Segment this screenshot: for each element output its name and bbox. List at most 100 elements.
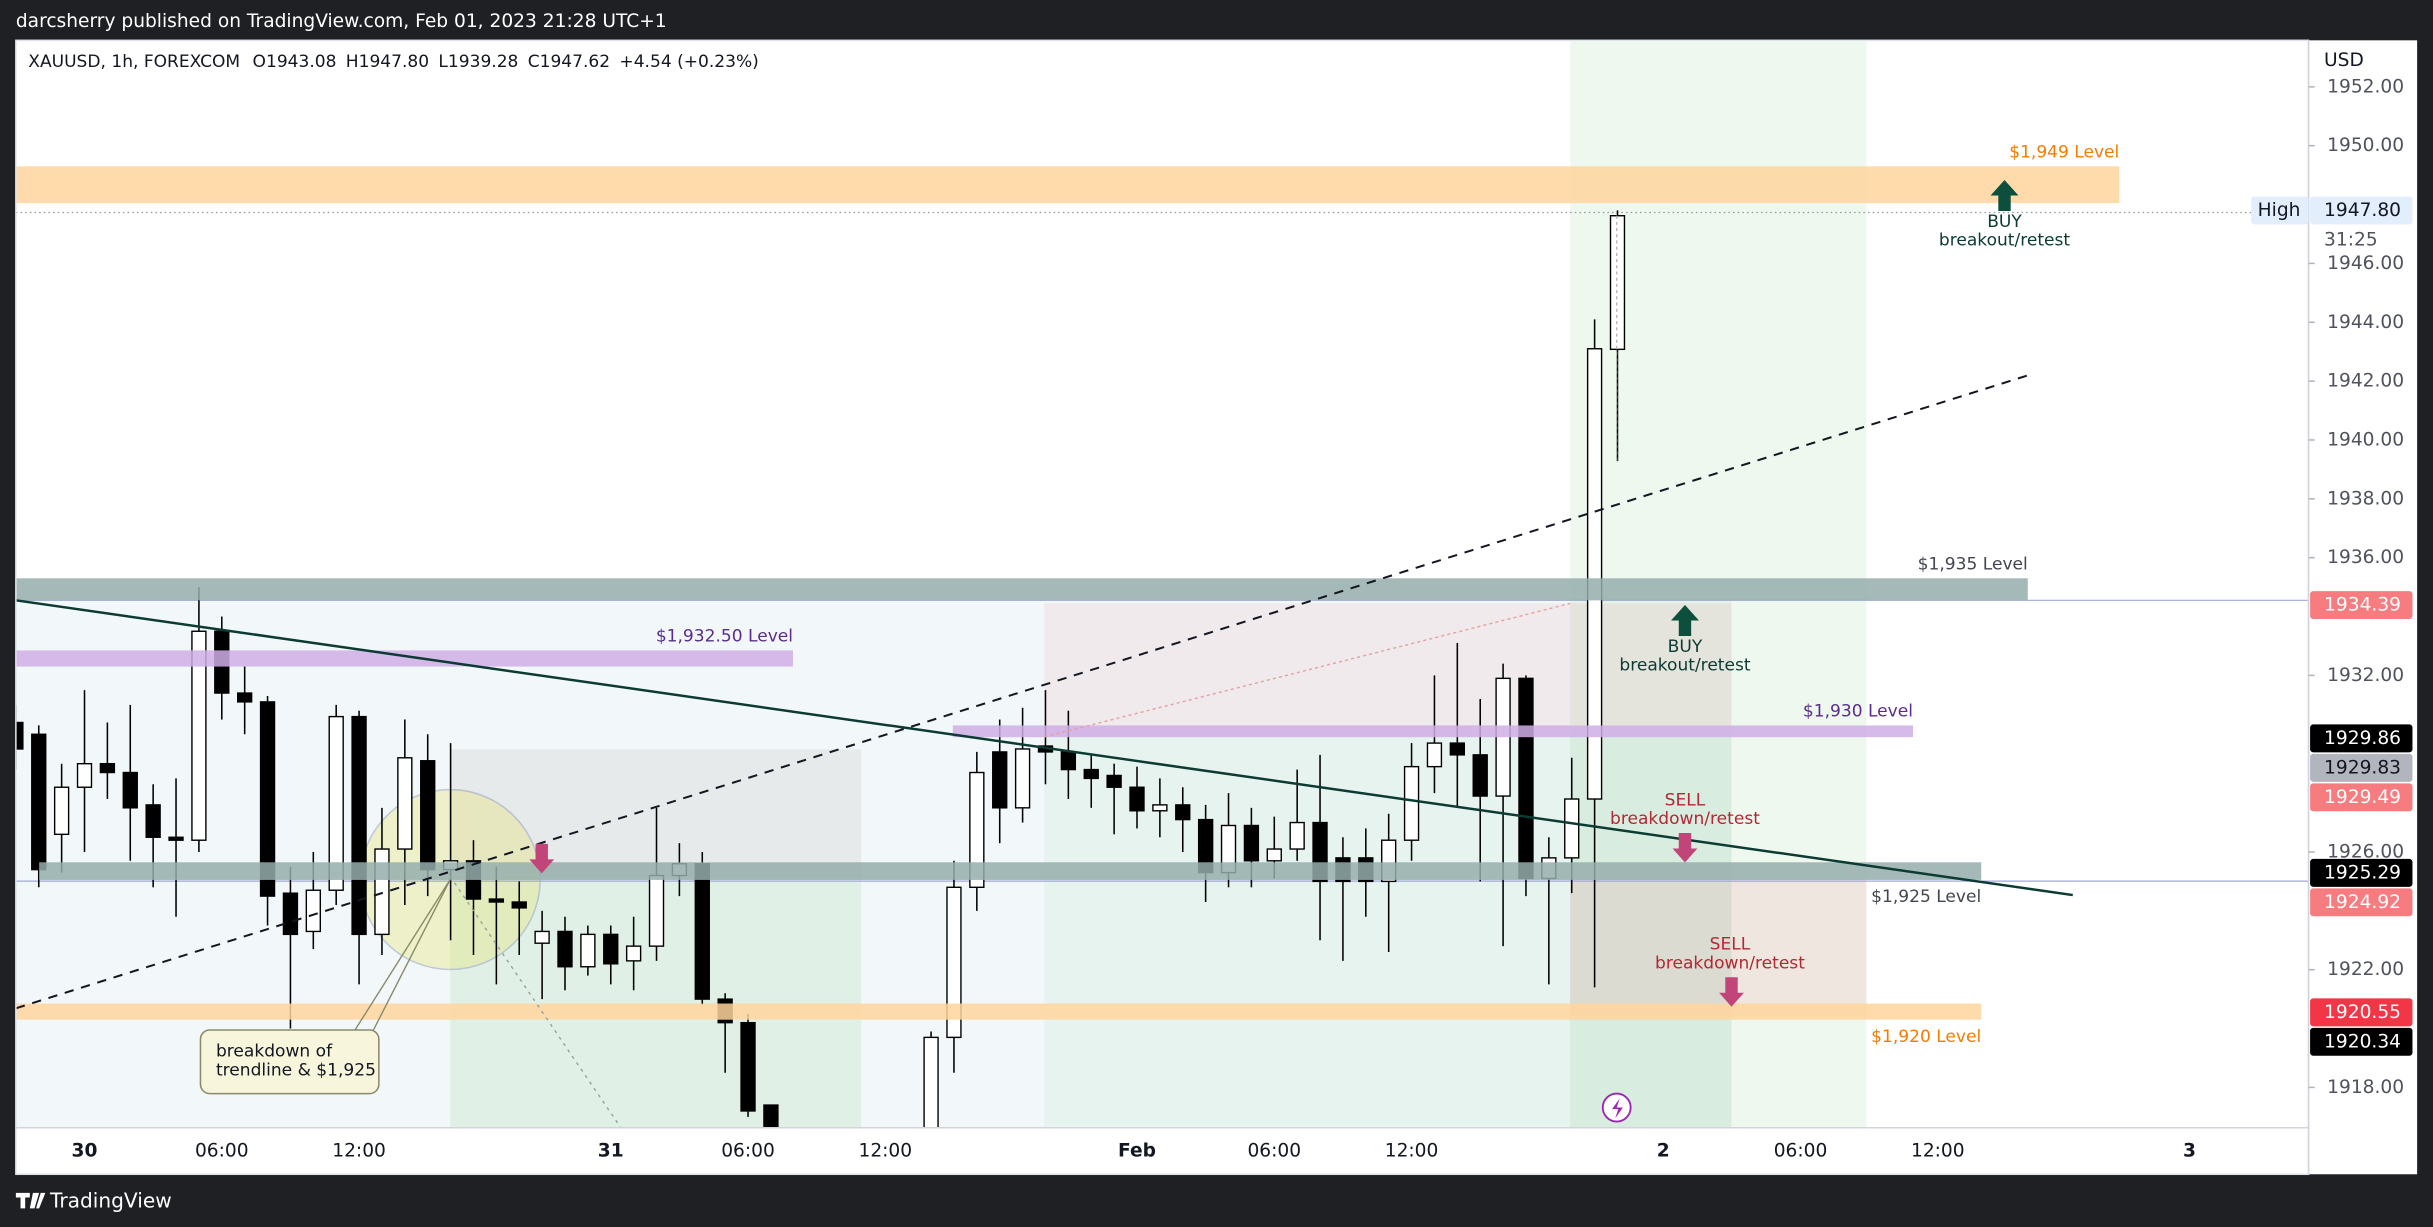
x-tick-label: 12:00 (1385, 1140, 1439, 1161)
candle-body (168, 836, 184, 841)
callout-box (199, 1029, 380, 1095)
candle-body (99, 762, 116, 774)
candle-body (31, 733, 47, 871)
y-tick-label: 1940.00 (2327, 429, 2404, 450)
callout-line (353, 879, 451, 1032)
candle-body (1564, 798, 1580, 859)
candle-body (946, 886, 962, 1039)
price-label-tag-text: High (2258, 200, 2301, 221)
price-label (2310, 591, 2413, 620)
trendline (15, 599, 2073, 897)
candle-body (511, 901, 527, 909)
candle-body (1495, 677, 1511, 797)
candle-body (1175, 804, 1191, 821)
annotation: BUY (1987, 212, 2022, 232)
x-tick-label: 12:00 (332, 1140, 386, 1161)
legend-change: +4.54 (+0.23%) (619, 52, 758, 72)
price-label-text: 1929.49 (2324, 787, 2401, 808)
event-icon-bolt (1612, 1098, 1623, 1119)
level-zone (15, 1003, 1982, 1020)
shade (1570, 879, 1867, 1017)
candle-body (236, 692, 253, 703)
level-zone (952, 725, 1913, 738)
x-tick-label: 2 (1657, 1140, 1670, 1161)
candle-body (1266, 848, 1282, 862)
drawings-front: BUY breakout/retest BUY breakout/retest … (15, 179, 2073, 1128)
level-label: $1,925 Level (1871, 887, 1981, 907)
price-label (2310, 858, 2413, 887)
price-label (2310, 196, 2413, 225)
candle-body (1449, 742, 1466, 756)
candle-body (1106, 774, 1122, 788)
candle-body (534, 930, 550, 944)
annotation: SELL (1710, 935, 1751, 955)
candle-body (1426, 742, 1443, 768)
trendline-dashed (15, 374, 2029, 1010)
level-zone (15, 578, 2028, 601)
candle-body (557, 930, 573, 968)
candle-body (580, 933, 596, 968)
candle-body (420, 760, 436, 871)
y-tick-label: 1942.00 (2327, 371, 2404, 392)
candle-body (53, 786, 70, 836)
candle-body (1609, 215, 1626, 351)
sell-arrow (1719, 977, 1744, 1007)
level-zone (15, 166, 2120, 204)
price-label (2310, 1027, 2413, 1056)
candle-body (648, 874, 665, 947)
price-label-text: 1947.80 (2324, 200, 2401, 221)
candle-body (191, 630, 207, 841)
candle-body (145, 804, 161, 838)
annotation: SELL (1665, 790, 1706, 810)
candle-body (397, 757, 413, 850)
price-label-text: 1934.39 (2324, 595, 2401, 616)
candle-body (625, 945, 642, 962)
candle-body (15, 721, 24, 750)
legend-ohlc: C1947.62 (528, 52, 610, 72)
legend-symbol: XAUUSD, 1h, FOREXCOM (28, 52, 240, 72)
y-tick-label: 1944.00 (2327, 312, 2404, 333)
candle-body (1060, 751, 1077, 771)
candle-body (1129, 786, 1145, 812)
x-tick-label: 06:00 (721, 1140, 775, 1161)
level-label: $1,930 Level (1803, 701, 1913, 721)
candle-body (259, 701, 276, 897)
x-tick-label: 06:00 (1774, 1140, 1828, 1161)
y-tick-label: 1922.00 (2327, 959, 2404, 980)
annotation: breakout/retest (1939, 230, 2070, 250)
annotation: BUY (1668, 637, 1703, 657)
y-tick-label: 1946.00 (2327, 253, 2404, 274)
price-label (2310, 888, 2413, 917)
candle-body (740, 1021, 756, 1112)
x-tick-label: 31 (598, 1140, 624, 1161)
price-label-tag (2251, 196, 2309, 225)
y-tick-label: 1936.00 (2327, 547, 2404, 568)
sell-arrow (1672, 832, 1698, 863)
callout-line (372, 879, 451, 1032)
price-label (2310, 753, 2413, 782)
candle-body (122, 771, 138, 809)
candle-body (694, 863, 710, 1000)
candle-body (351, 715, 367, 936)
footer: TradingView (49, 1189, 172, 1213)
candle-body (76, 762, 93, 788)
candle-body (923, 1036, 939, 1128)
candle-body (282, 892, 299, 936)
candle-body (763, 1104, 779, 1128)
axes: 1952.00 1950.00 1946.00 1944.00 1942.00 1940.… (72, 76, 2413, 1161)
level-label: $1,920 Level (1871, 1027, 1981, 1047)
legend-ohlc: L1939.28 (438, 52, 518, 72)
candle-body (1403, 765, 1420, 841)
y-tick-label: 1918.00 (2327, 1077, 2404, 1098)
logo (15, 1192, 46, 1209)
annotation: breakdown/retest (1610, 809, 1760, 829)
price-label (2310, 783, 2413, 812)
x-tick-label: 3 (2183, 1140, 2196, 1161)
header: darcsherry published on TradingView.com,… (16, 11, 667, 32)
x-tick-label: 06:00 (1247, 1140, 1301, 1161)
price-label-text: 1925.29 (2324, 862, 2401, 883)
currency-label: USD (2324, 50, 2364, 71)
candle-body (1243, 824, 1260, 862)
price-label (2310, 225, 2413, 254)
